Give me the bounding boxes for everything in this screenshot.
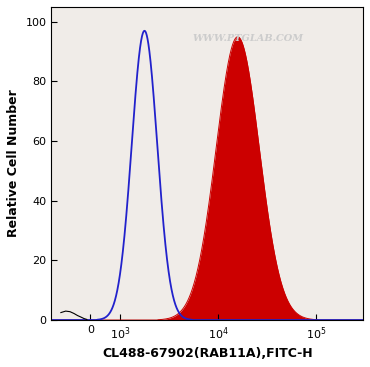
X-axis label: CL488-67902(RAB11A),FITC-H: CL488-67902(RAB11A),FITC-H — [102, 347, 313, 360]
Text: WWW.PTGLAB.COM: WWW.PTGLAB.COM — [192, 34, 303, 43]
Y-axis label: Relative Cell Number: Relative Cell Number — [7, 90, 20, 237]
